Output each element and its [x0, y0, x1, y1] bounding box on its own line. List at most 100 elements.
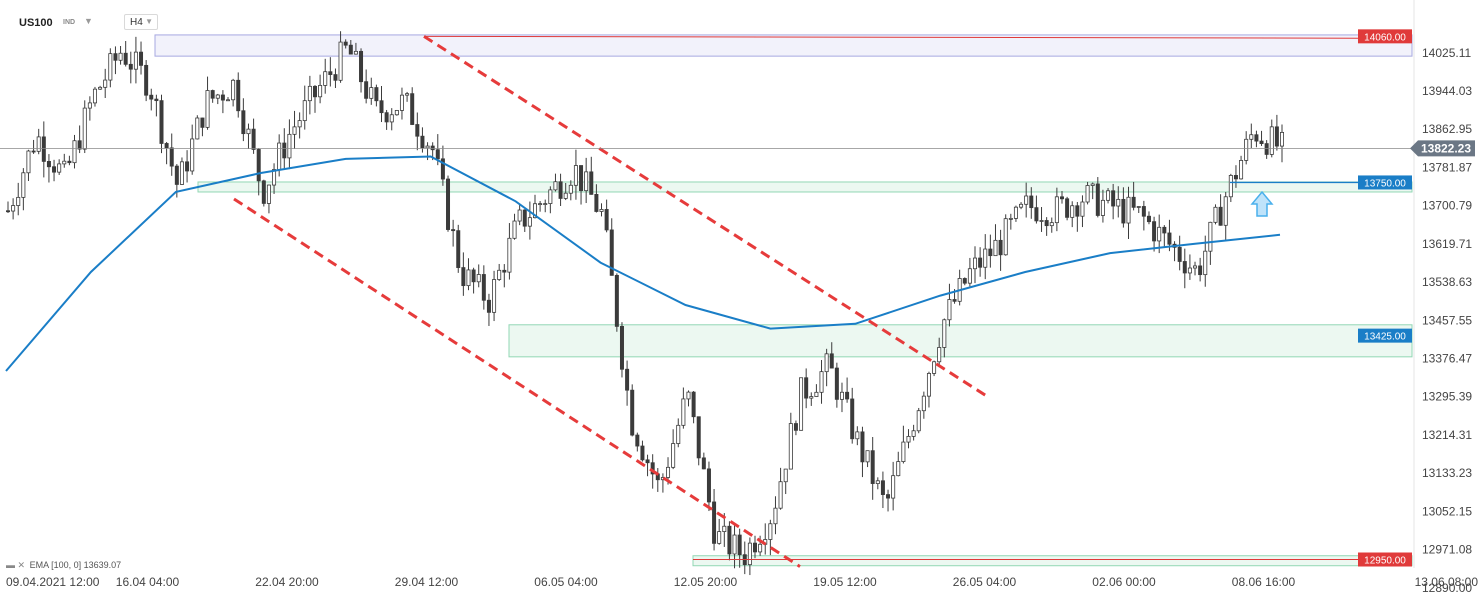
candle-down [46, 161, 51, 168]
timeframe-select[interactable]: H4 ▼ [124, 14, 158, 30]
level-lines: 14060.00 13750.00 13425.00 12950.00 [0, 29, 1412, 567]
candle-up [819, 371, 824, 393]
candle-up [82, 107, 87, 150]
candle-down [1259, 140, 1264, 144]
candle-down [410, 93, 415, 125]
candle-down [594, 193, 599, 212]
current-price-tag [1410, 140, 1475, 157]
candle-down [753, 542, 758, 553]
candle-up [318, 85, 323, 98]
candle-up [942, 319, 947, 348]
candle-up [98, 86, 103, 90]
candle-up [983, 248, 988, 268]
candle-up [287, 133, 292, 159]
candle-up [911, 430, 916, 437]
candle-up [62, 160, 67, 165]
candle-up [425, 145, 430, 149]
candle-down [420, 135, 425, 149]
candle-down [210, 90, 215, 99]
candle-up [323, 71, 328, 86]
candle-up [466, 269, 471, 287]
candle-up [671, 443, 676, 468]
candle-down [1152, 221, 1157, 242]
candle-down [77, 140, 82, 150]
y-tick-label: 13781.87 [1422, 160, 1472, 174]
candle-up [133, 51, 138, 70]
candle-up [512, 220, 517, 239]
candle-down [236, 79, 241, 112]
candle-down [701, 457, 706, 470]
candle-down [850, 398, 855, 440]
candle-up [108, 53, 113, 81]
candle-up [532, 203, 537, 219]
candle-up [538, 203, 543, 206]
candle-down [1141, 206, 1146, 217]
candle-up [973, 257, 978, 270]
candle-up [676, 424, 681, 444]
candle-up [517, 209, 522, 222]
candle-up [717, 531, 722, 544]
candle-down [1182, 261, 1187, 274]
candle-up [773, 507, 778, 525]
candle-down [1065, 198, 1070, 218]
candle-up [543, 203, 548, 205]
candle-up [272, 169, 277, 186]
candle-down [845, 391, 850, 400]
candle-down [481, 274, 486, 301]
candle-up [1100, 199, 1105, 216]
candle-down [149, 94, 154, 100]
candle-up [722, 525, 727, 532]
y-tick-label: 13700.79 [1422, 199, 1472, 213]
candle-up [1239, 160, 1244, 180]
candle-down [829, 353, 834, 369]
candle-down [1044, 220, 1049, 227]
candle-up [681, 398, 686, 426]
candle-down [1131, 196, 1136, 208]
candle-up [1208, 221, 1213, 252]
candle-up [921, 395, 926, 412]
candle-down [1218, 206, 1223, 226]
price-axis: 14025.11 13944.03 13862.95 13781.87 13700.79… [1410, 0, 1475, 595]
chevron-down-icon: ▼ [145, 17, 153, 26]
candle-up [277, 142, 282, 170]
candle-down [860, 431, 865, 463]
indicator-legend[interactable]: ▬ ✕ EMA [100, 0] 13639.07 [6, 560, 121, 571]
candle-up [353, 50, 358, 55]
candle-up [666, 466, 671, 478]
candle-up [967, 268, 972, 284]
candle-up [1003, 218, 1008, 256]
candle-down [251, 128, 256, 150]
candle-up [1080, 201, 1085, 217]
indicator-settings-icon[interactable]: ▬ ✕ [6, 560, 26, 570]
candle-down [6, 210, 11, 213]
level-tag-label: 12950.00 [1364, 556, 1406, 567]
symbol-label[interactable]: US100 [19, 17, 53, 29]
candle-down [379, 100, 384, 114]
candle-down [312, 85, 317, 98]
candle-up [292, 126, 297, 135]
symbol-dropdown-icon[interactable]: ▼ [84, 16, 93, 26]
y-tick-label: 13538.63 [1422, 275, 1472, 289]
candle-down [220, 94, 225, 101]
candle-up [179, 161, 184, 185]
candle-down [609, 229, 614, 276]
support-zone [692, 555, 1413, 567]
candle-up [1008, 217, 1013, 220]
channel-lower-line [233, 197, 801, 568]
candle-down [1059, 196, 1064, 200]
candle-up [195, 117, 200, 140]
instrument-type-label: IND [63, 19, 76, 26]
candle-down [880, 480, 885, 495]
arrow-up-shape [1250, 190, 1274, 217]
candle-up [527, 217, 532, 227]
candle-up [246, 128, 251, 135]
candle-down [174, 165, 179, 185]
candle-up [476, 274, 481, 283]
candle-down [1274, 126, 1279, 147]
candle-down [962, 278, 967, 284]
candle-down [159, 100, 164, 144]
candle-up [1126, 196, 1131, 224]
y-tick-label: 13133.23 [1422, 466, 1472, 480]
candle-up [1228, 175, 1233, 198]
